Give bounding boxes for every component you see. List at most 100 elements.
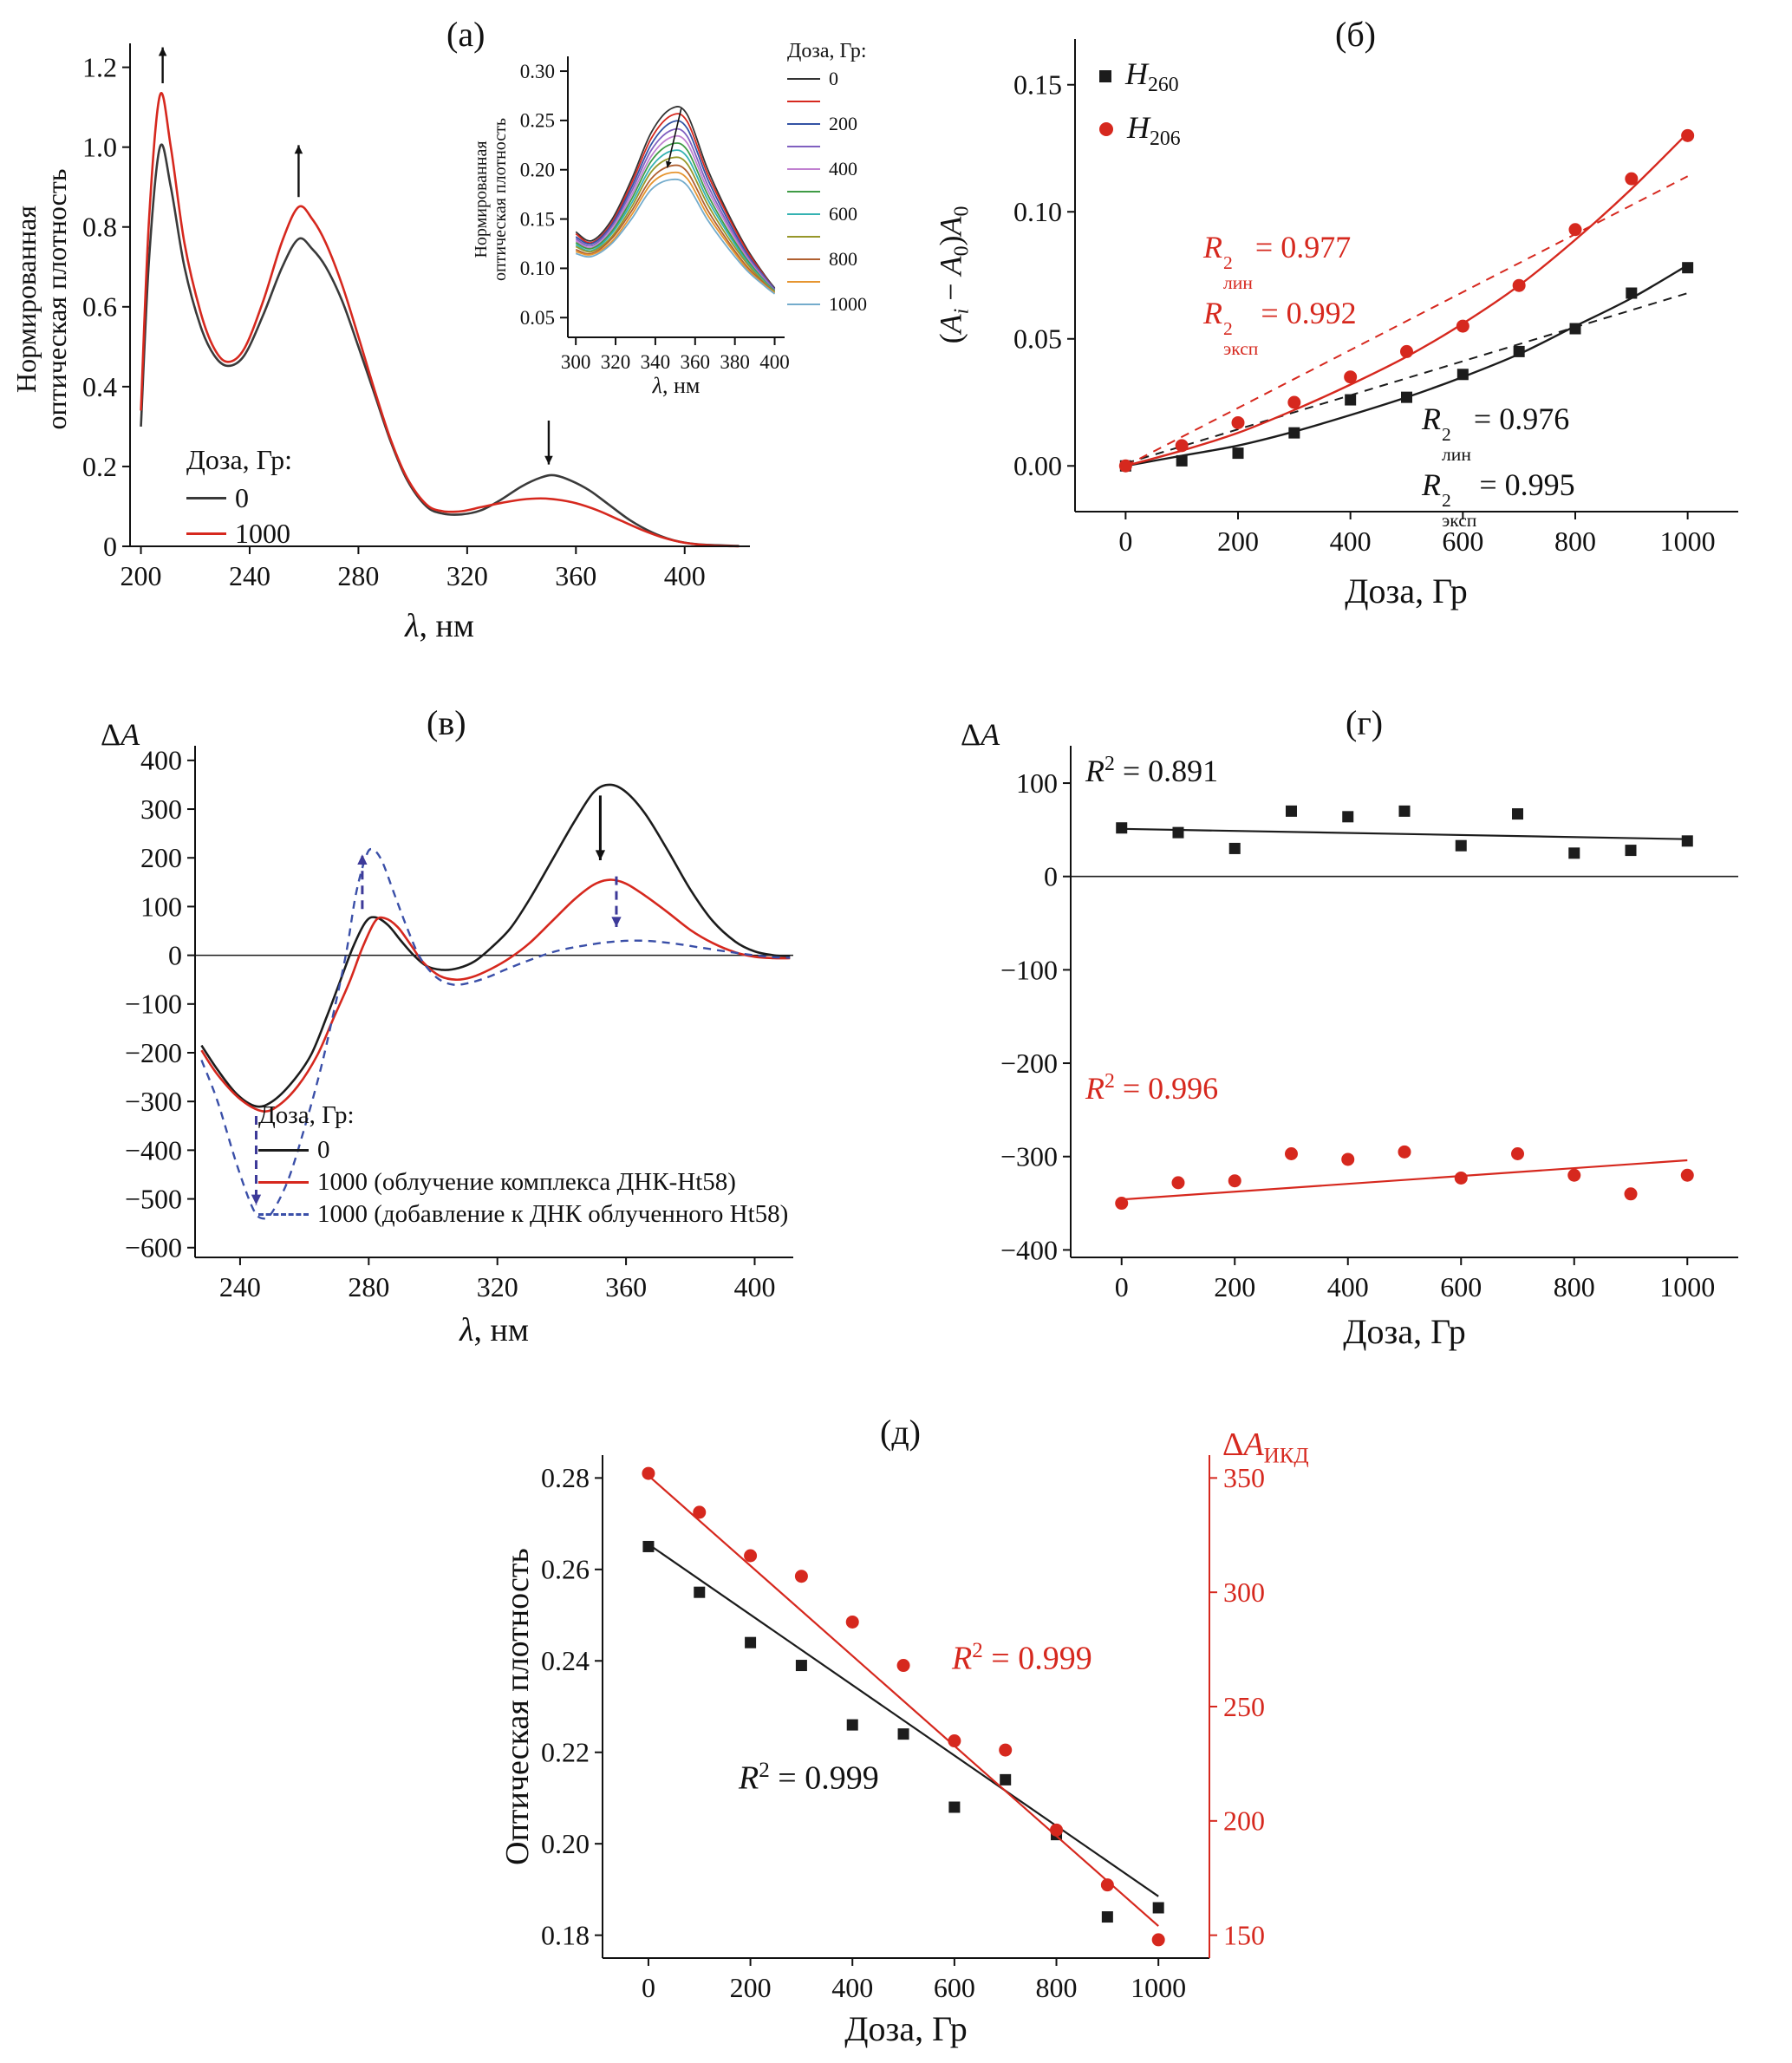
svg-text:380: 380 bbox=[720, 351, 750, 373]
ylabel-line: оптическая плотность bbox=[491, 117, 510, 282]
svg-text:0.10: 0.10 bbox=[520, 258, 555, 279]
svg-text:200: 200 bbox=[730, 1972, 772, 2003]
svg-text:400: 400 bbox=[140, 745, 182, 776]
svg-text:−200: −200 bbox=[125, 1037, 182, 1068]
legend-item bbox=[787, 225, 867, 248]
svg-text:−600: −600 bbox=[125, 1232, 182, 1263]
r-squared: R2 = 0.996 bbox=[1085, 1070, 1219, 1106]
svg-text:1000: 1000 bbox=[1660, 526, 1716, 557]
legend-item: H206 bbox=[1099, 108, 1181, 153]
line-swatch bbox=[186, 532, 226, 535]
line-swatch bbox=[787, 236, 820, 238]
panel-b-red-annotation: R 2 лин = 0.977 R 2 эксп = 0.992 bbox=[1203, 227, 1357, 358]
r-squared: R2 = 0.891 bbox=[1085, 753, 1219, 788]
svg-text:0: 0 bbox=[1044, 861, 1058, 892]
square-marker-swatch bbox=[1099, 69, 1111, 82]
svg-text:0.20: 0.20 bbox=[541, 1828, 590, 1859]
legend-label: 0 bbox=[317, 1136, 330, 1164]
svg-text:0: 0 bbox=[1118, 526, 1132, 557]
panel-d-red-annotation: R2 = 0.999 bbox=[952, 1637, 1092, 1681]
panel-b-black-annotation: R 2 лин = 0.976 R 2 эксп = 0.995 bbox=[1422, 399, 1575, 530]
r-squared-exp: R 2 эксп = 0.995 bbox=[1422, 467, 1575, 531]
panel-d-ylabel: Оптическая плотность bbox=[499, 1548, 537, 1865]
svg-text:1.0: 1.0 bbox=[82, 132, 117, 163]
svg-text:0.00: 0.00 bbox=[1013, 450, 1062, 481]
panel-a-plot: 200 240 280 320 360 400 0 0.2 0.4 0.6 0.8 1.0 1.2 bbox=[13, 13, 780, 650]
panel-d-y2label: ΔAИКД bbox=[1222, 1426, 1309, 1468]
panel-g-red-annotation: R2 = 0.996 bbox=[1085, 1068, 1218, 1109]
panel-v-legend: Доза, Гр: 0 1000 (облучение комплекса ДН… bbox=[258, 1101, 788, 1231]
legend-title: Доза, Гр: bbox=[186, 444, 293, 475]
panel-b-plot: 0 200 400 600 800 1000 0.00 0.05 0.10 0.15 bbox=[923, 13, 1777, 611]
svg-text:320: 320 bbox=[446, 560, 488, 591]
svg-text:0.15: 0.15 bbox=[1013, 69, 1062, 101]
legend-label: 1000 (облучение комплекса ДНК-Ht58) bbox=[317, 1168, 736, 1197]
svg-text:240: 240 bbox=[219, 1271, 261, 1302]
legend-item: 1000 bbox=[787, 293, 867, 316]
line-swatch bbox=[787, 281, 820, 283]
svg-text:200: 200 bbox=[1214, 1271, 1255, 1302]
legend-item bbox=[787, 90, 867, 113]
svg-text:600: 600 bbox=[934, 1972, 975, 2003]
legend-label: 1000 (добавление к ДНК облученного Ht58) bbox=[317, 1200, 789, 1229]
legend-title: Доза, Гр: bbox=[258, 1101, 355, 1129]
ylabel-line: Нормированная bbox=[472, 140, 491, 258]
r-squared: R2 = 0.999 bbox=[952, 1639, 1092, 1677]
panel-b-xlabel: Доза, Гр bbox=[1345, 571, 1468, 610]
line-swatch bbox=[258, 1149, 309, 1152]
r-squared: R2 = 0.999 bbox=[739, 1759, 879, 1797]
svg-text:1000: 1000 bbox=[1131, 1972, 1186, 2003]
svg-text:350: 350 bbox=[1223, 1462, 1265, 1493]
panel-a-tag: (а) bbox=[446, 15, 485, 54]
svg-text:250: 250 bbox=[1223, 1691, 1265, 1722]
panel-d-plot: 0 200 400 600 800 1000 0.18 0.20 0.22 0.24 0.26 0.2… bbox=[490, 1412, 1296, 2058]
svg-text:340: 340 bbox=[641, 351, 671, 373]
svg-text:800: 800 bbox=[1554, 526, 1596, 557]
line-swatch bbox=[787, 123, 820, 125]
legend-item: 1000 (добавление к ДНК облученного Ht58) bbox=[258, 1198, 788, 1231]
svg-text:360: 360 bbox=[681, 351, 711, 373]
dashed-line-swatch bbox=[258, 1213, 309, 1217]
svg-text:0.30: 0.30 bbox=[520, 61, 555, 82]
legend-item: 1000 bbox=[186, 516, 292, 552]
svg-text:320: 320 bbox=[477, 1271, 518, 1302]
svg-text:600: 600 bbox=[1442, 526, 1483, 557]
svg-text:200: 200 bbox=[121, 560, 162, 591]
svg-text:400: 400 bbox=[759, 351, 790, 373]
svg-text:0.18: 0.18 bbox=[541, 1920, 590, 1951]
legend-item: 600 bbox=[787, 203, 867, 225]
panel-d-xlabel: Доза, Гр bbox=[844, 2009, 968, 2048]
svg-text:0.4: 0.4 bbox=[82, 371, 117, 402]
legend-label: 800 bbox=[829, 247, 857, 270]
svg-text:0.05: 0.05 bbox=[1013, 323, 1062, 355]
line-swatch bbox=[787, 213, 820, 215]
svg-text:−100: −100 bbox=[1000, 954, 1058, 985]
svg-text:200: 200 bbox=[1217, 526, 1259, 557]
svg-text:200: 200 bbox=[140, 842, 182, 873]
svg-text:1000: 1000 bbox=[1659, 1271, 1715, 1302]
ylabel-line: (Ai − A0)A0 bbox=[933, 206, 974, 344]
svg-text:150: 150 bbox=[1223, 1920, 1265, 1951]
svg-text:0.20: 0.20 bbox=[520, 160, 555, 181]
svg-text:280: 280 bbox=[337, 560, 379, 591]
svg-text:0.15: 0.15 bbox=[520, 208, 555, 230]
circle-marker-swatch bbox=[1099, 122, 1113, 137]
svg-text:0.2: 0.2 bbox=[82, 451, 117, 482]
svg-text:0: 0 bbox=[642, 1972, 655, 2003]
panel-a-ylabel: Нормированная оптическая плотность bbox=[10, 169, 72, 430]
legend-item: 1000 (облучение комплекса ДНК-Ht58) bbox=[258, 1166, 788, 1198]
panel-g-xlabel: Доза, Гр bbox=[1343, 1312, 1466, 1351]
line-swatch bbox=[787, 101, 820, 102]
svg-text:360: 360 bbox=[605, 1271, 647, 1302]
legend-label: 200 bbox=[829, 112, 857, 134]
line-swatch bbox=[787, 191, 820, 193]
panel-a-inset-plot: 300 320 340 360 380 400 0.05 0.10 0.15 0.20 0.25 0.… bbox=[485, 39, 793, 414]
panel-b-legend: H260 H206 bbox=[1099, 54, 1181, 152]
svg-text:400: 400 bbox=[664, 560, 706, 591]
legend-item bbox=[787, 271, 867, 293]
svg-text:300: 300 bbox=[561, 351, 591, 373]
svg-text:0.25: 0.25 bbox=[520, 110, 555, 132]
legend-label: 600 bbox=[829, 202, 857, 225]
svg-text:400: 400 bbox=[831, 1972, 873, 2003]
